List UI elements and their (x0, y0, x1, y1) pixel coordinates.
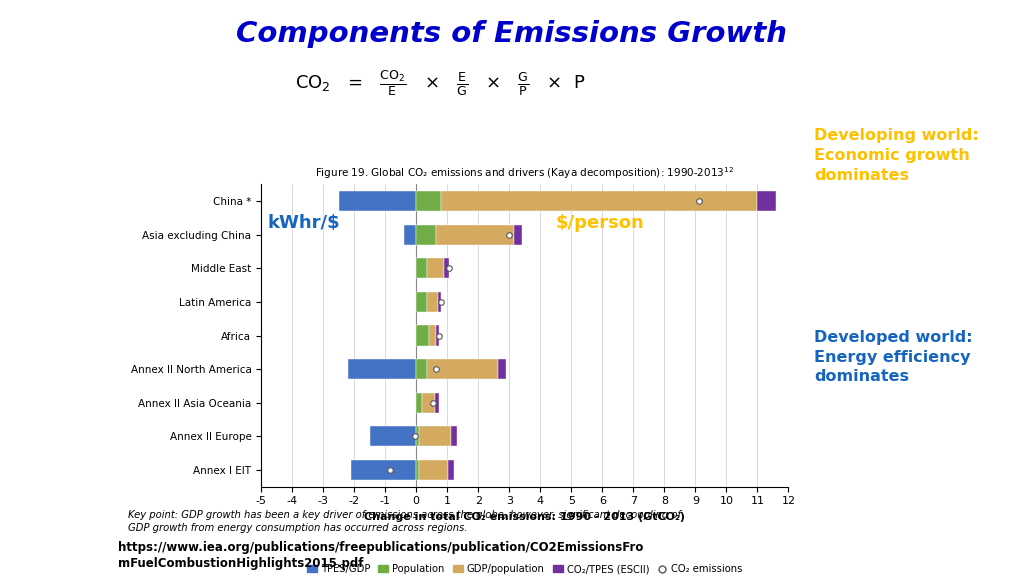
Text: Developed world:
Energy efficiency
dominates: Developed world: Energy efficiency domin… (814, 330, 973, 384)
Legend: TPES/GDP, Population, GDP/population, CO₂/TPES (ESCII), CO₂ emissions: TPES/GDP, Population, GDP/population, CO… (303, 560, 746, 576)
Bar (339, 191, 416, 211)
Bar (370, 426, 416, 446)
Bar (435, 393, 438, 413)
Bar (416, 191, 441, 211)
Bar (449, 460, 454, 480)
Text: Components of Emissions Growth: Components of Emissions Growth (237, 20, 787, 48)
Bar (427, 292, 438, 312)
Bar (416, 292, 427, 312)
Bar (419, 460, 449, 480)
X-axis label: Change in total CO₂ emissions: 1990 - 2013 (GtCO₂): Change in total CO₂ emissions: 1990 - 20… (365, 512, 685, 522)
Bar (444, 258, 449, 278)
Bar (351, 460, 416, 480)
Bar (419, 426, 452, 446)
Bar (436, 325, 439, 346)
Bar (427, 258, 444, 278)
Bar (416, 426, 419, 446)
Bar (416, 393, 422, 413)
Bar (348, 359, 416, 379)
Bar (452, 426, 457, 446)
Text: kWhr/$: kWhr/$ (267, 214, 340, 232)
Bar (416, 258, 427, 278)
Text: Key point: GDP growth has been a key driver of emissions across the globe, howev: Key point: GDP growth has been a key dri… (128, 510, 681, 533)
Text: $/person: $/person (556, 214, 644, 232)
Text: $\mathregular{CO_2}$   =   $\frac{\mathregular{CO_2}}{\mathregular{E}}$   ×   $\: $\mathregular{CO_2}$ = $\frac{\mathregul… (295, 69, 586, 98)
Bar (416, 325, 429, 346)
Bar (429, 325, 436, 346)
Bar (416, 460, 419, 480)
Bar (438, 292, 441, 312)
Bar (422, 393, 435, 413)
Text: https://www.iea.org/publications/freepublications/publication/CO2EmissionsFro
mF: https://www.iea.org/publications/freepub… (118, 541, 643, 570)
Bar (403, 225, 416, 245)
Bar (441, 191, 758, 211)
Text: Developing world:
Economic growth
dominates: Developing world: Economic growth domina… (814, 128, 979, 183)
Bar (514, 225, 521, 245)
Bar (416, 225, 436, 245)
Bar (436, 225, 514, 245)
Bar (427, 359, 499, 379)
Bar (499, 359, 506, 379)
Title: Figure 19. Global CO₂ emissions and drivers (Kaya decomposition): 1990-2013$^{12: Figure 19. Global CO₂ emissions and driv… (315, 165, 734, 181)
Bar (758, 191, 776, 211)
Bar (416, 359, 427, 379)
